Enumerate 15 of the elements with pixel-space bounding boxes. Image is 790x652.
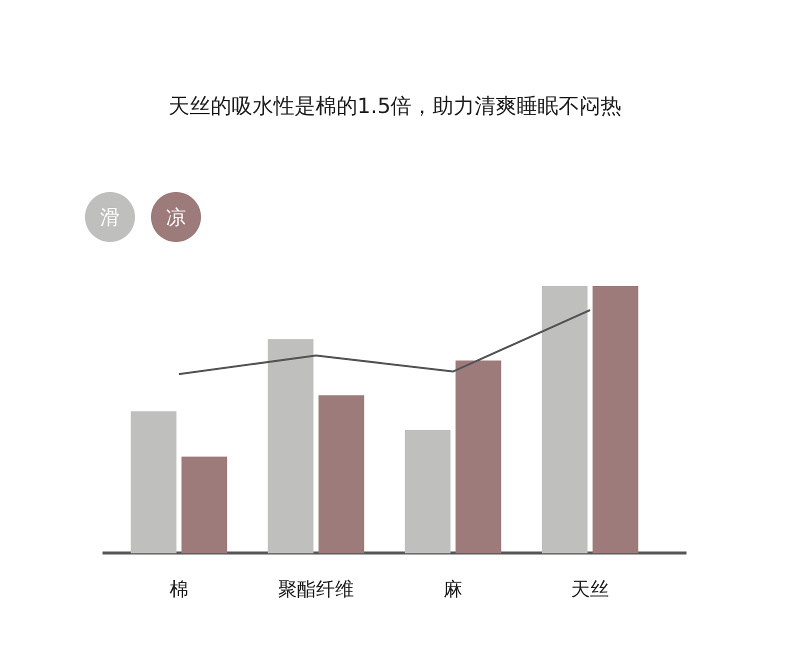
bar (592, 286, 638, 554)
x-tick-label: 麻 (444, 578, 463, 601)
bar (318, 395, 364, 554)
x-tick-label: 天丝 (571, 578, 610, 601)
bar (456, 360, 502, 554)
chart-title: 天丝的吸水性是棉的1.5倍，助力清爽睡眠不闷热 (167, 93, 623, 120)
bar (404, 430, 451, 554)
bar (268, 339, 314, 554)
text: 凉 (151, 192, 201, 242)
x-tick-label: 棉 (169, 578, 188, 601)
text: 滑 (85, 192, 135, 242)
bar (130, 411, 176, 554)
bar (181, 456, 228, 554)
bar (542, 286, 588, 554)
x-tick-label: 聚酯纤维 (278, 578, 354, 601)
